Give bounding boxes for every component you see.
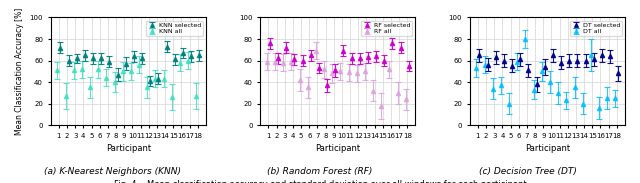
Text: (b) Random Forest (RF): (b) Random Forest (RF) (268, 167, 372, 176)
Legend: KNN selected, KNN all: KNN selected, KNN all (145, 21, 203, 36)
X-axis label: Participant: Participant (316, 144, 360, 153)
Text: Fig. 4.   Mean classification accuracy and standard deviation over all windows f: Fig. 4. Mean classification accuracy and… (114, 180, 526, 183)
X-axis label: Participant: Participant (106, 144, 151, 153)
Text: (c) Decision Tree (DT): (c) Decision Tree (DT) (479, 167, 577, 176)
X-axis label: Participant: Participant (525, 144, 570, 153)
Text: (a) K-Nearest Neighbors (KNN): (a) K-Nearest Neighbors (KNN) (44, 167, 180, 176)
Y-axis label: Mean Classification Accuracy [%]: Mean Classification Accuracy [%] (15, 8, 24, 135)
Legend: DT selected, DT all: DT selected, DT all (570, 21, 622, 36)
Legend: RF selected, RF all: RF selected, RF all (361, 21, 412, 36)
